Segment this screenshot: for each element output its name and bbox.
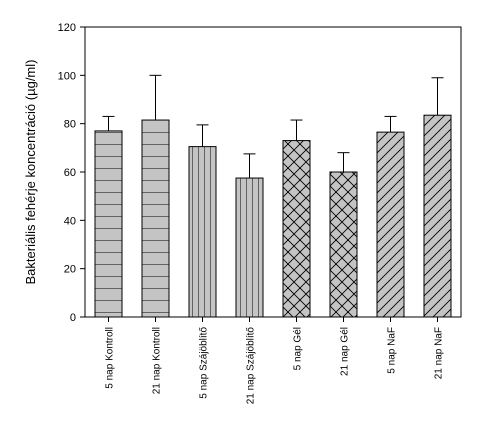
y-tick-label: 100 — [58, 70, 76, 82]
plot-frame — [84, 26, 462, 318]
y-tick-label: 20 — [64, 264, 76, 276]
bar — [423, 114, 452, 318]
y-tick-label: 60 — [64, 167, 76, 179]
bar — [94, 130, 123, 318]
x-tick-label: 21 nap Szájöblítő — [246, 327, 257, 405]
bar — [235, 177, 264, 318]
bar — [282, 140, 311, 318]
bar — [376, 131, 405, 318]
bar — [329, 171, 358, 318]
y-axis-title: Bakteriális fehérje koncentráció (µg/ml) — [23, 60, 38, 285]
plot-area: 0 20 40 60 80 100 120 5 nap Kontroll 21 nap Kont… — [58, 22, 462, 405]
x-tick-label: 5 nap Szájöblítő — [199, 327, 210, 399]
x-tick-label: 5 nap NaF — [387, 327, 398, 374]
x-tick-label: 21 nap Kontroll — [152, 327, 163, 394]
x-tick-label: 21 nap NaF — [434, 327, 445, 379]
bar — [188, 146, 217, 318]
x-tick-label: 5 nap Gél — [293, 327, 304, 370]
y-tick-label: 120 — [58, 22, 76, 34]
x-tick-label: 21 nap Gél — [340, 327, 351, 376]
y-tick-label: 0 — [70, 312, 76, 324]
bar — [141, 119, 170, 318]
y-tick-label: 80 — [64, 119, 76, 131]
x-tick-label: 5 nap Kontroll — [105, 327, 116, 389]
y-tick-label: 40 — [64, 215, 76, 227]
